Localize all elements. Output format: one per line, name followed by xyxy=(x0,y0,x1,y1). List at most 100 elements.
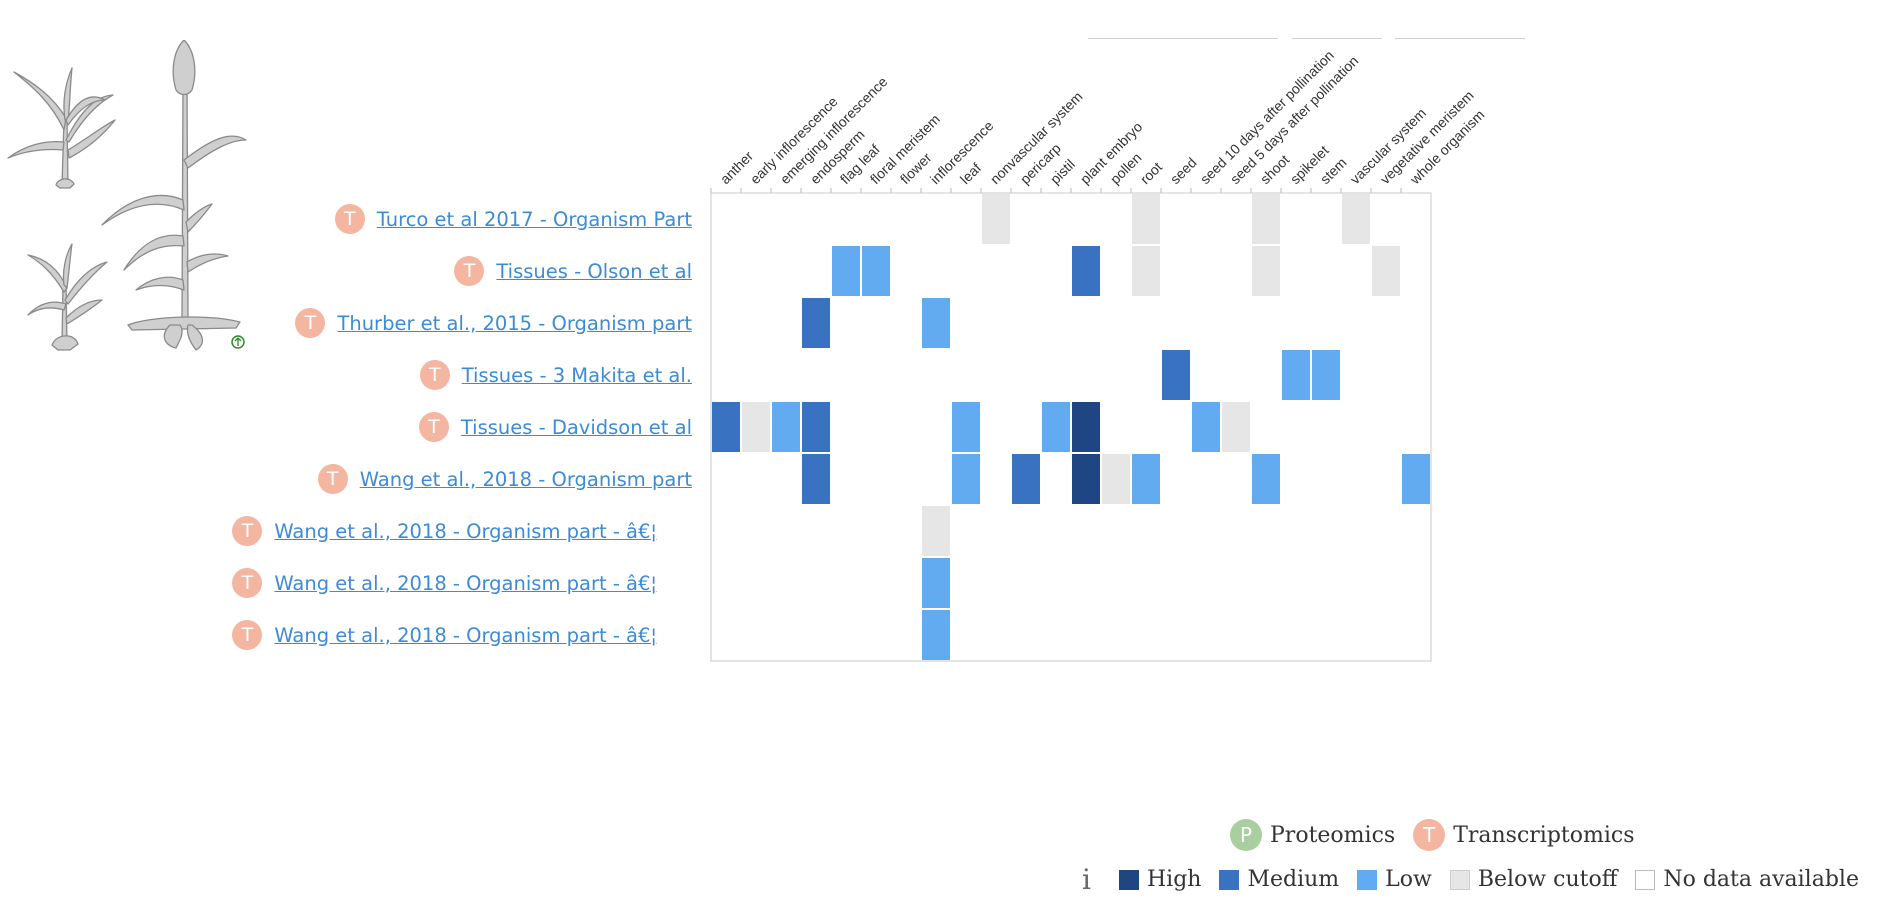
column-label-anther: anther xyxy=(717,147,757,187)
transcriptomics-badge-icon: T xyxy=(232,568,263,598)
swatch-high xyxy=(1118,869,1139,890)
legend-low-label: Low xyxy=(1385,867,1432,892)
row-label: T Turco et al 2017 - Organism Part xyxy=(334,202,692,236)
experiment-link[interactable]: Tissues - Davidson et al xyxy=(460,415,692,439)
heatmap-cell[interactable] xyxy=(742,402,770,452)
row-label: T Wang et al., 2018 - Organism part - â€¦ xyxy=(232,566,657,600)
row-label: T Tissues - 3 Makita et al. xyxy=(419,358,692,392)
heatmap-cell[interactable] xyxy=(1162,350,1190,400)
experiment-link[interactable]: Wang et al., 2018 - Organism part xyxy=(359,467,692,491)
legend-high-label: High xyxy=(1146,867,1202,892)
legend-no-data: No data available xyxy=(1635,867,1859,892)
heatmap-cell[interactable] xyxy=(1072,246,1100,296)
experiment-link[interactable]: Tissues - 3 Makita et al. xyxy=(461,363,692,387)
swatch-below-cutoff xyxy=(1449,869,1470,890)
heatmap-cell[interactable] xyxy=(1372,246,1400,296)
heatmap-cell[interactable] xyxy=(922,298,950,348)
mature-plant[interactable] xyxy=(101,40,247,351)
legend-transcriptomics-label: Transcriptomics xyxy=(1453,822,1635,848)
row-label: T Tissues - Olson et al xyxy=(454,254,692,288)
legend-transcriptomics: T Transcriptomics xyxy=(1413,819,1635,851)
heatmap-cell[interactable] xyxy=(1312,350,1340,400)
heatmap-cell[interactable] xyxy=(1252,246,1280,296)
heatmap-cell[interactable] xyxy=(862,246,890,296)
heatmap-cell[interactable] xyxy=(922,558,950,608)
swatch-no-data xyxy=(1635,869,1656,890)
heatmap-cell[interactable] xyxy=(1132,454,1160,504)
heatmap-cell[interactable] xyxy=(802,298,830,348)
young-plant-top[interactable] xyxy=(7,67,116,189)
tab-divider-1 xyxy=(1088,38,1278,39)
heatmap-border xyxy=(710,192,1432,662)
transcriptomics-badge-icon: T xyxy=(454,256,485,286)
heatmap-cell[interactable] xyxy=(1012,454,1040,504)
heatmap-cell[interactable] xyxy=(1282,350,1310,400)
row-label: T Wang et al., 2018 - Organism part xyxy=(317,462,692,496)
experiment-link[interactable]: Tissues - Olson et al xyxy=(496,259,692,283)
transcriptomics-badge-icon: T xyxy=(295,308,326,338)
row-label: T Wang et al., 2018 - Organism part - â€¦ xyxy=(232,514,657,548)
plant-illustration xyxy=(7,40,247,351)
expression-level-legend: i High Medium Low Below cutoff No data a… xyxy=(1082,863,1859,896)
heatmap-cell[interactable] xyxy=(1402,454,1430,504)
heatmap-cells xyxy=(712,194,1430,660)
heatmap-cell[interactable] xyxy=(1132,194,1160,244)
heatmap-cell[interactable] xyxy=(1102,454,1130,504)
tab-divider-2 xyxy=(1292,38,1382,39)
heatmap-cell[interactable] xyxy=(1222,402,1250,452)
legend-medium: Medium xyxy=(1219,867,1339,892)
transcriptomics-badge-icon: T xyxy=(232,516,263,546)
experiment-link[interactable]: Turco et al 2017 - Organism Part xyxy=(376,207,692,231)
heatmap-cell[interactable] xyxy=(832,246,860,296)
seedling-plant[interactable] xyxy=(27,243,108,351)
row-label: T Tissues - Davidson et al xyxy=(418,410,692,444)
transcriptomics-badge-icon: T xyxy=(317,464,348,494)
heatmap-cell[interactable] xyxy=(1252,454,1280,504)
experiment-link[interactable]: Wang et al., 2018 - Organism part - â€¦ xyxy=(274,519,657,543)
heatmap-cell[interactable] xyxy=(952,454,980,504)
proteomics-badge-icon: P xyxy=(1230,819,1262,851)
heatmap-cell[interactable] xyxy=(1252,194,1280,244)
transcriptomics-badge-icon: T xyxy=(418,412,449,442)
info-icon[interactable]: i xyxy=(1082,863,1091,896)
heatmap-cell[interactable] xyxy=(1072,454,1100,504)
heatmap-cell[interactable] xyxy=(922,506,950,556)
heatmap-cell[interactable] xyxy=(802,454,830,504)
tab-divider-3 xyxy=(1395,38,1525,39)
legend-proteomics: P Proteomics xyxy=(1230,819,1395,851)
heatmap-frame xyxy=(710,192,1432,662)
heatmap-cell[interactable] xyxy=(952,402,980,452)
heatmap-cell[interactable] xyxy=(1342,194,1370,244)
row-label: T Thurber et al., 2015 - Organism part xyxy=(295,306,692,340)
heatmap-cell[interactable] xyxy=(922,610,950,660)
row-label: T Wang et al., 2018 - Organism part - â€¦ xyxy=(232,618,657,652)
legend-no-data-label: No data available xyxy=(1663,867,1859,892)
heatmap-cell[interactable] xyxy=(802,402,830,452)
legend-medium-label: Medium xyxy=(1247,867,1340,892)
heatmap-cell[interactable] xyxy=(1072,402,1100,452)
legend-low: Low xyxy=(1357,867,1432,892)
heatmap-cell[interactable] xyxy=(1132,246,1160,296)
heatmap-cell[interactable] xyxy=(982,194,1010,244)
heatmap-cell[interactable] xyxy=(772,402,800,452)
transcriptomics-badge-icon: T xyxy=(232,620,263,650)
transcriptomics-badge-icon: T xyxy=(334,204,365,234)
legend-proteomics-label: Proteomics xyxy=(1270,822,1396,848)
experiment-link[interactable]: Thurber et al., 2015 - Organism part xyxy=(337,311,692,335)
experiment-link[interactable]: Wang et al., 2018 - Organism part - â€¦ xyxy=(274,571,657,595)
legend-below-cutoff: Below cutoff xyxy=(1449,867,1618,892)
swatch-low xyxy=(1357,869,1378,890)
plant-info-icon[interactable] xyxy=(231,335,245,349)
heatmap-cell[interactable] xyxy=(1192,402,1220,452)
heatmap-cell[interactable] xyxy=(1042,402,1070,452)
transcriptomics-badge-icon: T xyxy=(419,360,450,390)
experiment-type-legend: P Proteomics T Transcriptomics xyxy=(1212,819,1635,851)
swatch-medium xyxy=(1219,869,1240,890)
legend-high: High xyxy=(1118,867,1202,892)
column-label-seed: seed xyxy=(1167,154,1200,187)
legend-below-cutoff-label: Below cutoff xyxy=(1477,867,1618,892)
heatmap-cell[interactable] xyxy=(712,402,740,452)
experiment-link[interactable]: Wang et al., 2018 - Organism part - â€¦ xyxy=(274,623,657,647)
